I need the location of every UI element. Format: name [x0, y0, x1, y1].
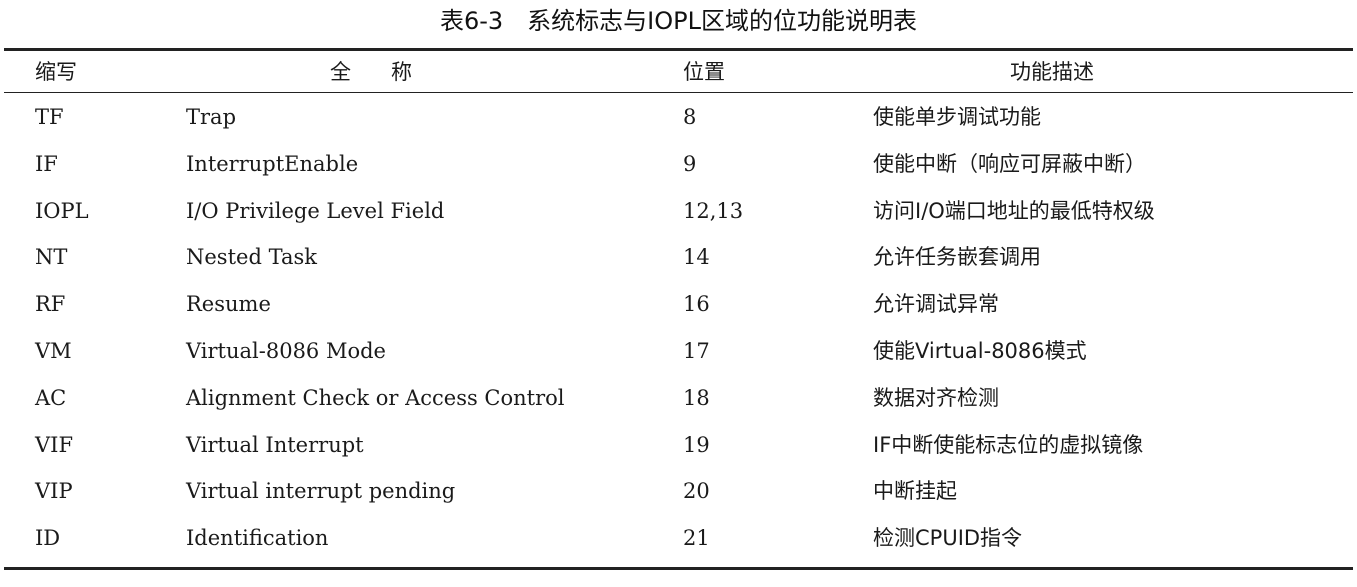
cell-abbreviation: VIF — [35, 432, 74, 457]
cell-full-name: Nested Task — [186, 245, 317, 270]
cell-abbreviation: ID — [35, 526, 61, 551]
header-position: 位置 — [683, 60, 725, 84]
cell-function-description: 使能单步调试功能 — [873, 105, 1041, 129]
table-row: IOPL I/O Privilege Level Field 12,13 访问I… — [0, 188, 1357, 235]
cell-abbreviation: AC — [35, 385, 67, 410]
cell-full-name: Virtual Interrupt — [186, 432, 364, 457]
cell-abbreviation: VIP — [35, 479, 73, 504]
table-row: RF Resume 16 允许调试异常 — [0, 281, 1357, 328]
cell-function-description: 使能Virtual-8086模式 — [873, 338, 1087, 363]
table-row: ID Identification 21 检测CPUID指令 — [0, 515, 1357, 562]
cell-function-description: 允许调试异常 — [873, 292, 999, 317]
cell-function-description: 允许任务嵌套调用 — [873, 245, 1041, 270]
cell-position: 18 — [683, 385, 710, 410]
cell-position: 8 — [683, 105, 697, 129]
cell-function-description: 访问I/O端口地址的最低特权级 — [873, 198, 1155, 223]
table-row: VM Virtual-8086 Mode 17 使能Virtual-8086模式 — [0, 328, 1357, 375]
cell-full-name: Alignment Check or Access Control — [186, 385, 565, 410]
cell-function-description: 中断挂起 — [873, 479, 957, 504]
cell-full-name: Resume — [186, 292, 271, 317]
cell-position: 14 — [683, 245, 710, 270]
table-row: TF Trap 8 使能单步调试功能 — [0, 94, 1357, 141]
cell-position: 20 — [683, 479, 710, 504]
cell-abbreviation: TF — [35, 105, 64, 129]
cell-abbreviation: VM — [35, 338, 72, 363]
table-caption: 表6-3 系统标志与IOPL区域的位功能说明表 — [439, 7, 917, 35]
cell-abbreviation: NT — [35, 245, 68, 270]
cell-function-description: 检测CPUID指令 — [873, 526, 1023, 551]
cell-abbreviation: IOPL — [35, 198, 89, 223]
table-row: NT Nested Task 14 允许任务嵌套调用 — [0, 234, 1357, 281]
table-header-rule — [4, 92, 1353, 93]
cell-full-name: Virtual-8086 Mode — [186, 338, 386, 363]
cell-function-description: IF中断使能标志位的虚拟镜像 — [873, 432, 1144, 457]
cell-position: 19 — [683, 432, 710, 457]
cell-abbreviation: IF — [35, 151, 58, 176]
table-row: VIP Virtual interrupt pending 20 中断挂起 — [0, 468, 1357, 515]
cell-abbreviation: RF — [35, 292, 66, 317]
header-full-name: 全称 — [330, 60, 452, 84]
cell-position: 17 — [683, 338, 710, 363]
cell-full-name: Identification — [186, 526, 329, 551]
cell-full-name: Virtual interrupt pending — [186, 479, 456, 504]
cell-function-description: 使能中断（响应可屏蔽中断） — [873, 151, 1146, 176]
cell-full-name: Trap — [186, 105, 237, 129]
table-top-rule — [4, 48, 1353, 51]
table-row: VIF Virtual Interrupt 19 IF中断使能标志位的虚拟镜像 — [0, 422, 1357, 469]
cell-position: 9 — [683, 151, 697, 176]
table-bottom-rule — [4, 567, 1353, 570]
cell-full-name: InterruptEnable — [186, 151, 359, 176]
header-abbreviation: 缩写 — [35, 60, 77, 84]
table-row: IF InterruptEnable 9 使能中断（响应可屏蔽中断） — [0, 141, 1357, 188]
table-row: AC Alignment Check or Access Control 18 … — [0, 375, 1357, 422]
table-header-row: 缩写 全称 位置 功能描述 — [0, 53, 1357, 91]
header-function-description: 功能描述 — [1010, 60, 1094, 84]
cell-full-name: I/O Privilege Level Field — [186, 198, 445, 223]
table-body: TF Trap 8 使能单步调试功能 IF InterruptEnable 9 … — [0, 94, 1357, 562]
cell-function-description: 数据对齐检测 — [873, 385, 999, 410]
cell-position: 21 — [683, 526, 710, 551]
cell-position: 12,13 — [683, 198, 744, 223]
cell-position: 16 — [683, 292, 710, 317]
